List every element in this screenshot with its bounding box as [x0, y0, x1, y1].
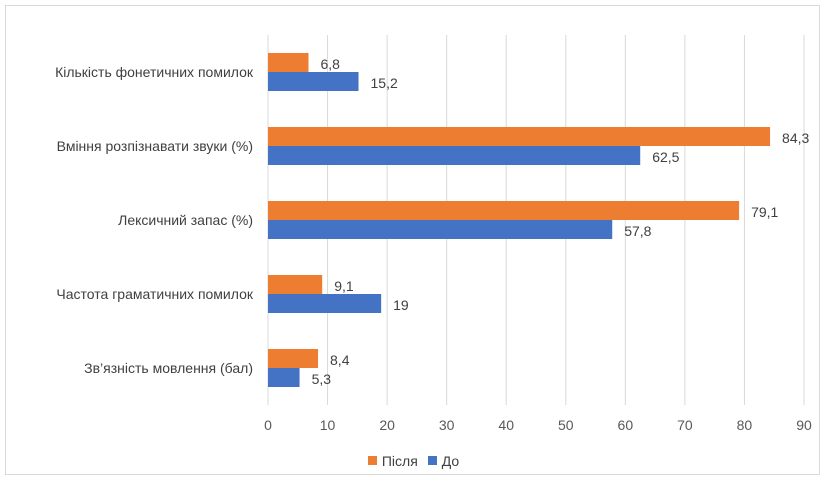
data-label: 57,8: [624, 223, 651, 239]
category-label: Вміння розпізнавати звуки (%): [57, 138, 253, 154]
bar: [268, 294, 382, 313]
legend-label-after: Після: [381, 452, 418, 469]
data-label: 9,1: [334, 278, 354, 294]
data-label: 6,8: [320, 56, 340, 72]
x-tick-label: 40: [498, 417, 514, 433]
bar: [268, 146, 641, 165]
legend-label-before: До: [441, 452, 460, 469]
bar: [268, 349, 319, 368]
bar: [268, 220, 613, 239]
x-tick-label: 50: [558, 417, 574, 433]
x-tick-label: 60: [618, 417, 634, 433]
x-tick-label: 30: [439, 417, 455, 433]
data-label: 84,3: [782, 130, 809, 146]
bar: [268, 368, 300, 387]
data-label: 15,2: [371, 75, 398, 91]
category-label: Зв’язність мовлення (бал): [84, 360, 253, 376]
category-label: Частота граматичних помилок: [56, 286, 253, 302]
legend-item-after: Після: [367, 452, 418, 469]
chart-frame: [5, 5, 820, 475]
x-tick-label: 10: [320, 417, 336, 433]
bar: [268, 127, 771, 146]
x-tick-label: 20: [379, 417, 395, 433]
data-label: 8,4: [330, 352, 350, 368]
bar: [268, 275, 323, 294]
category-label: Лексичний запас (%): [118, 212, 253, 228]
legend-swatch-before: [427, 456, 437, 465]
data-label: 62,5: [652, 149, 679, 165]
x-tick-label: 80: [737, 417, 753, 433]
legend-item-before: До: [427, 452, 460, 469]
data-label: 79,1: [751, 204, 778, 220]
x-tick-label: 70: [677, 417, 693, 433]
data-label: 19: [393, 297, 409, 313]
bar: [268, 201, 740, 220]
legend: Після До: [0, 452, 827, 469]
x-tick-label: 0: [264, 417, 272, 433]
data-label: 5,3: [312, 371, 332, 387]
x-tick-label: 90: [796, 417, 812, 433]
legend-swatch-after: [367, 456, 377, 465]
category-label: Кількість фонетичних помилок: [55, 64, 254, 80]
bar: [268, 53, 309, 72]
bar: [268, 72, 359, 91]
